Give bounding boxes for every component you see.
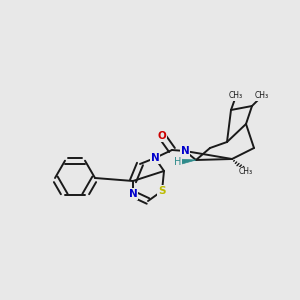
Text: CH₃: CH₃ xyxy=(229,92,243,100)
Text: S: S xyxy=(158,186,166,196)
Text: N: N xyxy=(181,146,189,156)
Text: N: N xyxy=(151,153,159,163)
Text: O: O xyxy=(158,131,166,141)
Text: H: H xyxy=(174,157,182,167)
Text: CH₃: CH₃ xyxy=(239,167,253,176)
Text: CH₃: CH₃ xyxy=(255,92,269,100)
Polygon shape xyxy=(178,159,196,165)
Text: N: N xyxy=(129,189,137,199)
